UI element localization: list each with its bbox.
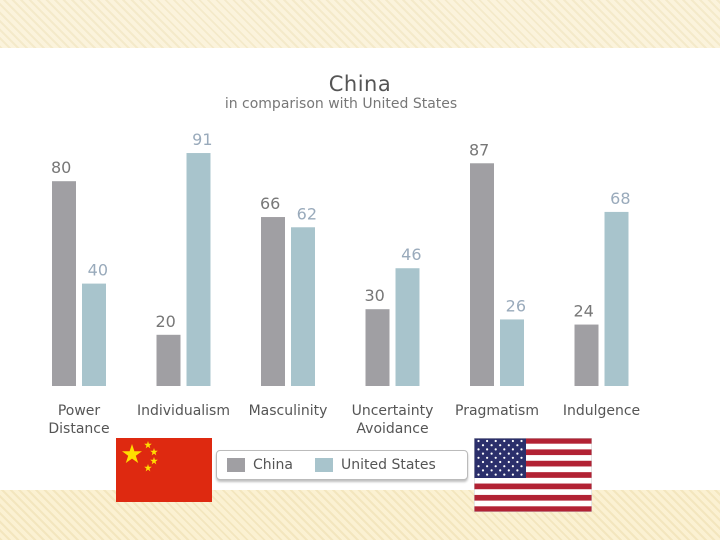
bar-us-0 [82,283,106,386]
chart-legend: China United States [216,450,468,480]
category-label-4: Pragmatism [455,403,539,419]
category-label-1: Individualism [137,403,230,419]
bar-china-4 [470,163,494,386]
legend-label-us: United States [341,457,436,473]
value-label-china-2: 66 [260,194,280,213]
category-label-2: Masculinity [249,403,328,419]
bar-china-3 [365,309,390,386]
value-label-china-1: 20 [156,312,176,331]
category-label-3: Uncertainty [352,403,434,419]
bar-us-4 [500,319,524,386]
bar-us-3 [395,268,420,386]
legend-item-china: China [227,457,293,473]
bar-china-1 [156,334,181,386]
legend-label-china: China [253,457,293,473]
value-label-us-5: 68 [610,189,630,208]
value-label-china-4: 87 [469,140,489,159]
value-label-china-3: 30 [365,286,385,305]
chart-subtitle: in comparison with United States [224,96,458,112]
legend-swatch-us [315,458,333,472]
legend-swatch-china [227,458,245,472]
value-label-us-3: 46 [401,245,421,264]
bar-china-5 [574,324,599,386]
legend-item-us: United States [315,457,436,473]
bar-us-2 [291,227,315,386]
chart-title: China [328,72,392,96]
value-label-us-0: 40 [88,261,108,280]
bar-us-1 [186,153,211,386]
category-label-3: Avoidance [356,421,428,437]
value-label-us-4: 26 [506,296,526,315]
china-flag-icon [116,438,212,502]
bar-us-5 [604,211,629,386]
bar-china-2 [261,217,285,386]
header-band [0,0,720,48]
value-label-us-2: 62 [297,204,317,223]
category-label-5: Indulgence [563,403,640,419]
value-label-china-5: 24 [574,302,594,321]
us-flag-icon [474,438,592,512]
value-label-china-0: 80 [51,158,71,177]
value-label-us-1: 91 [192,130,212,149]
bar-china-0 [52,181,76,386]
category-label-0: Power [58,403,101,419]
category-label-0: Distance [48,421,109,437]
